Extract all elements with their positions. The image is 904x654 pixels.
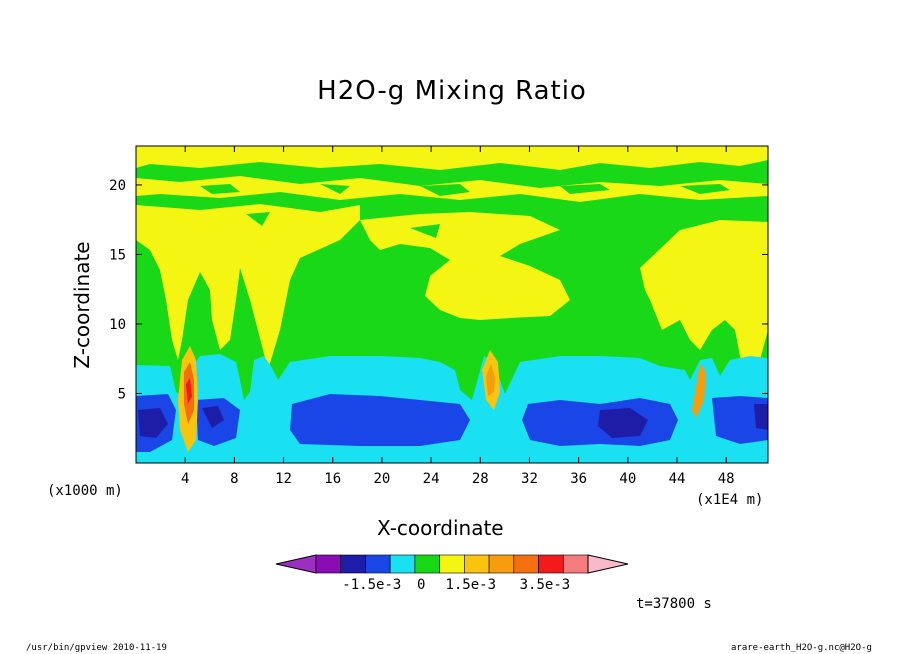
colorbar-label: 0 bbox=[417, 577, 425, 593]
colorbar-swatch bbox=[464, 554, 490, 574]
colorbar-swatch bbox=[538, 554, 564, 574]
x-tick-label: 28 bbox=[472, 471, 489, 487]
colorbar-lower-extension bbox=[275, 554, 317, 574]
footer-command: /usr/bin/gpview 2010-11-19 bbox=[26, 643, 167, 653]
x-tick-label: 4 bbox=[181, 471, 189, 487]
contour-field bbox=[136, 146, 768, 463]
x-tick-label: 20 bbox=[373, 471, 390, 487]
upper-yellow-band bbox=[136, 146, 768, 170]
yellow-dome-center bbox=[360, 212, 570, 320]
x-axis: 4 8 12 16 20 24 28 32 36 40 44 48 bbox=[181, 146, 735, 487]
colorbar-label: -1.5e-3 bbox=[342, 577, 401, 593]
x-tick-label: 24 bbox=[423, 471, 440, 487]
x-tick-label: 8 bbox=[230, 471, 238, 487]
colorbar-swatch bbox=[389, 554, 416, 574]
colorbar-swatch bbox=[513, 554, 539, 574]
chart-title: H2O-g Mixing Ratio bbox=[317, 76, 587, 106]
hot-column-left-peak bbox=[186, 378, 192, 404]
y-axis: 5 10 15 20 bbox=[109, 178, 768, 402]
hot-column-right bbox=[692, 364, 706, 418]
x-unit-right-label: (x1E4 m) bbox=[696, 492, 764, 508]
footer-source: arare-earth_H2O-g.nc@H2O-g bbox=[731, 643, 872, 653]
yellow-dome-left bbox=[136, 204, 360, 370]
x-tick-label: 40 bbox=[619, 471, 636, 487]
plot-frame bbox=[135, 145, 769, 464]
colorbar-swatch bbox=[488, 554, 515, 574]
colorbar-swatch bbox=[315, 554, 342, 574]
y-tick-label: 10 bbox=[109, 317, 126, 333]
hot-column-center-core bbox=[486, 364, 495, 396]
x-axis-label: X-coordinate bbox=[377, 516, 504, 540]
y-axis-label: Z-coordinate bbox=[70, 241, 94, 369]
x-tick-label: 32 bbox=[521, 471, 538, 487]
colorbar-swatch bbox=[414, 554, 440, 574]
y-tick-label: 15 bbox=[109, 247, 126, 263]
x-tick-label: 12 bbox=[275, 471, 292, 487]
colorbar-swatch bbox=[365, 554, 391, 574]
yellow-dome-right bbox=[640, 220, 768, 380]
time-label: t=37800 s bbox=[636, 596, 712, 612]
colorbar-label: 3.5e-3 bbox=[520, 577, 571, 593]
colorbar: -1.5e-3 0 1.5e-3 3.5e-3 bbox=[275, 554, 629, 593]
x-tick-label: 36 bbox=[570, 471, 587, 487]
x-tick-label: 16 bbox=[324, 471, 341, 487]
colorbar-swatch bbox=[340, 554, 366, 574]
colorbar-label: 1.5e-3 bbox=[445, 577, 496, 593]
blue-band bbox=[136, 394, 768, 452]
x-tick-label: 48 bbox=[718, 471, 735, 487]
y-tick-label: 20 bbox=[109, 178, 126, 194]
x-unit-left-label: (x1000 m) bbox=[47, 483, 123, 499]
x-tick-label: 44 bbox=[669, 471, 686, 487]
colorbar-swatch bbox=[439, 554, 465, 574]
colorbar-swatch bbox=[562, 554, 589, 574]
deep-blue-cores bbox=[138, 404, 768, 438]
colorbar-upper-extension bbox=[587, 554, 629, 574]
y-tick-label: 5 bbox=[118, 386, 126, 402]
